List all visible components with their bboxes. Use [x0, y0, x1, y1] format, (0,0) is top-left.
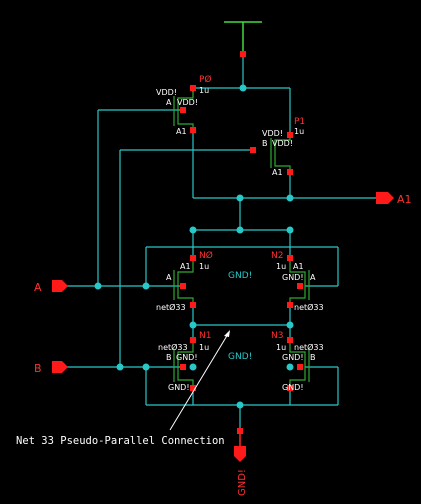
n0-drain: A1	[180, 262, 191, 271]
n1-bulk: GND!	[168, 383, 190, 392]
p1-width: 1u	[294, 127, 304, 136]
annotation-arrow-line	[169, 333, 229, 431]
n3-name: N3	[271, 331, 283, 341]
p0-name: PØ	[199, 74, 212, 85]
n2-drain: A1	[293, 262, 304, 271]
p1-source: VDD!	[272, 139, 293, 148]
n3-drain: GND!	[282, 353, 304, 362]
p0-source: VDD!	[177, 98, 198, 107]
pin-gnd-label: GND!	[237, 469, 248, 496]
pin-a-label: A	[34, 281, 42, 294]
p0-gate: A	[166, 98, 172, 107]
n0-gate: A	[166, 273, 172, 282]
n3-bulk: netØ33	[294, 342, 324, 352]
n0-name: NØ	[199, 250, 213, 261]
n2-gate: A	[310, 273, 316, 282]
n2-name: N2	[271, 251, 283, 261]
n3-width: 1u	[276, 343, 286, 352]
pin-b-shape[interactable]	[52, 361, 68, 373]
p1-drain: A1	[272, 168, 283, 177]
pin-a-shape[interactable]	[52, 280, 68, 292]
pin-a1-label: A1	[397, 193, 412, 206]
n0-source: netØ33	[156, 302, 186, 312]
p0-width: 1u	[199, 86, 209, 95]
n1-source: GND!	[176, 353, 198, 362]
n0-width: 1u	[199, 262, 209, 271]
terminal-pins	[180, 51, 303, 434]
junction-dots	[94, 84, 294, 409]
gnd-label-lower: GND!	[228, 352, 252, 362]
n2-bulk: GND!	[282, 273, 304, 282]
annotation-arrowhead	[224, 330, 230, 337]
n2-width: 1u	[276, 262, 286, 271]
io-pins	[52, 192, 394, 462]
pin-gnd-shape[interactable]	[234, 446, 246, 462]
vdd-supply-symbol	[224, 21, 262, 53]
annotation-text: Net 33 Pseudo-Parallel Connection	[16, 435, 225, 447]
pin-b-label: B	[34, 362, 42, 375]
n1-gate: B	[166, 353, 172, 362]
gnd-label-upper: GND!	[228, 271, 252, 281]
transistor-bodies	[173, 92, 310, 388]
n2-source: netØ33	[294, 302, 324, 312]
p0-bulk: VDD!	[156, 88, 177, 97]
n3-source: GND!	[282, 383, 304, 392]
n1-drain: netØ33	[158, 342, 188, 352]
p1-name: P1	[294, 117, 305, 127]
p1-gate: B	[262, 139, 268, 148]
n1-name: N1	[199, 331, 211, 341]
n1-width: 1u	[199, 343, 209, 352]
n3-gate: B	[310, 353, 316, 362]
p1-bulk: VDD!	[262, 129, 283, 138]
pin-a1-shape[interactable]	[376, 192, 394, 204]
p0-drain: A1	[176, 127, 187, 136]
